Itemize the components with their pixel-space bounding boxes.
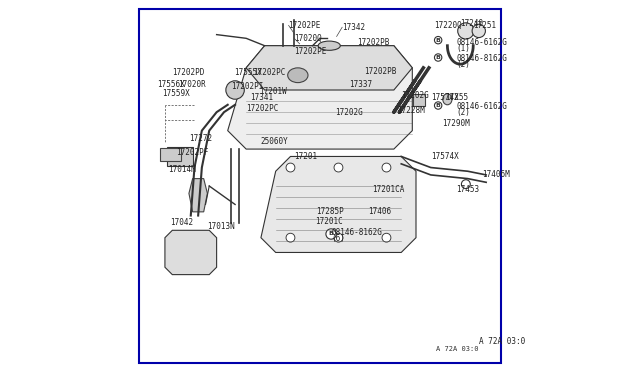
Polygon shape [246,46,412,90]
Text: 17555X: 17555X [234,68,262,77]
Polygon shape [189,179,207,212]
Text: 17559X: 17559X [162,89,189,98]
Text: 08146-6162G: 08146-6162G [456,38,508,46]
Ellipse shape [318,41,340,50]
Text: 17406: 17406 [368,207,391,217]
Text: 17556X: 17556X [157,80,186,89]
Text: B: B [328,231,333,237]
Text: 08146-8162G: 08146-8162G [456,54,508,63]
Text: 17255: 17255 [445,93,468,102]
Text: 17272: 17272 [189,134,212,142]
Text: 17240: 17240 [460,19,483,28]
Text: 25060Y: 25060Y [260,137,288,146]
Text: 17202PI: 17202PI [230,82,263,91]
Text: 17337: 17337 [349,80,372,89]
Text: 08146-8162G: 08146-8162G [331,228,382,237]
Text: 17202PF: 17202PF [176,148,209,157]
Circle shape [458,23,474,39]
Text: 17202PC: 17202PC [246,104,278,113]
Text: 17202PE: 17202PE [289,21,321,30]
Polygon shape [228,46,412,149]
Circle shape [334,163,343,172]
Text: 17574X: 17574X [431,93,458,102]
Text: 17202PD: 17202PD [172,68,205,77]
Circle shape [435,36,442,44]
Text: 17014M: 17014M [168,165,196,174]
Text: 17202G: 17202G [335,108,362,117]
Text: B: B [436,103,440,108]
Text: 08146-6162G: 08146-6162G [456,102,508,111]
Text: 17202G: 17202G [401,91,429,100]
Circle shape [461,180,470,189]
Text: 17342: 17342 [342,23,365,32]
Text: 17201: 17201 [294,152,317,161]
Text: 17406M: 17406M [483,170,510,179]
Polygon shape [261,157,416,253]
Text: 17228M: 17228M [397,106,426,115]
Text: B: B [436,55,440,60]
Circle shape [286,163,295,172]
FancyBboxPatch shape [160,148,181,161]
Text: 17201W: 17201W [259,87,287,96]
Text: (2): (2) [456,60,470,70]
Circle shape [435,54,442,61]
Circle shape [382,163,391,172]
Text: 17201C: 17201C [316,217,343,225]
Text: (1): (1) [456,44,470,53]
Text: 17201CA: 17201CA [372,185,404,194]
Text: 17020Q: 17020Q [294,34,322,43]
Circle shape [326,229,336,239]
Text: 17202PE: 17202PE [294,47,326,56]
Circle shape [286,233,295,242]
Text: 17013N: 17013N [207,222,235,231]
Circle shape [382,233,391,242]
Text: 17220Q: 17220Q [435,21,462,30]
Circle shape [226,81,244,99]
Text: 17202PC: 17202PC [253,68,286,77]
Text: 17251: 17251 [473,21,497,30]
Text: B: B [436,38,440,43]
FancyBboxPatch shape [167,147,193,166]
Text: 17285P: 17285P [316,207,344,217]
Text: 17202PB: 17202PB [357,38,389,46]
Text: 17453: 17453 [456,185,480,194]
Circle shape [435,102,442,109]
Text: 17202PB: 17202PB [364,67,397,76]
Circle shape [472,24,485,38]
Text: 17042: 17042 [170,218,193,227]
Text: A 72A 03:0: A 72A 03:0 [436,346,479,352]
Text: 17574X: 17574X [431,152,458,161]
Text: 17290M: 17290M [442,119,470,128]
Text: A 72A 03:0: A 72A 03:0 [479,337,525,346]
Ellipse shape [443,94,452,105]
Ellipse shape [288,68,308,83]
Text: 17341: 17341 [250,93,273,102]
Text: 17020R: 17020R [178,80,205,89]
FancyBboxPatch shape [413,94,425,106]
Circle shape [334,233,343,242]
Polygon shape [165,230,216,275]
Text: (2): (2) [456,108,470,118]
Text: (6): (6) [331,234,345,243]
